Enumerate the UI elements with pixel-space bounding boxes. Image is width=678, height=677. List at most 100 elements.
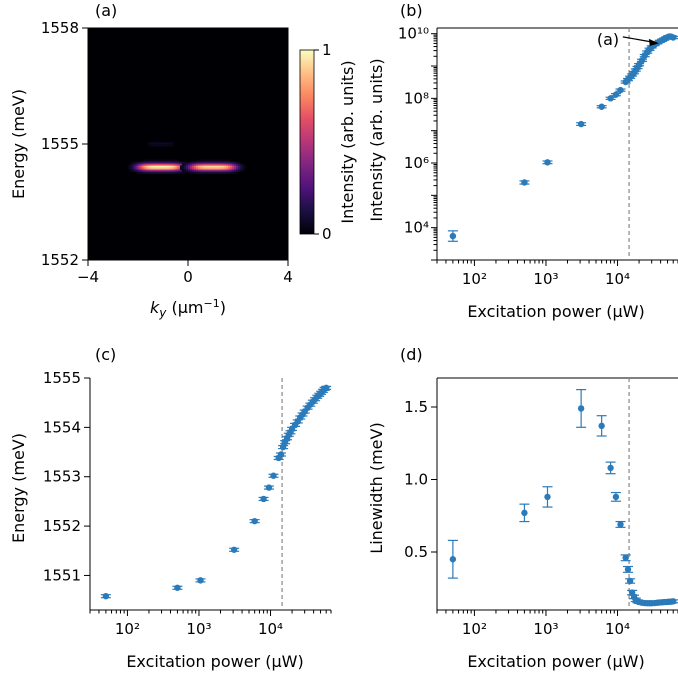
y-tick-label: 10⁶ — [404, 154, 429, 172]
data-point — [610, 91, 621, 98]
marker — [617, 521, 624, 528]
colorbar-tick-label-1: 1 — [322, 41, 332, 59]
marker — [598, 422, 605, 430]
y-tick-label: 1.5 — [404, 398, 428, 416]
marker — [622, 554, 629, 561]
y-tick-label: 1551 — [43, 566, 81, 584]
data-point — [596, 103, 607, 110]
marker — [449, 556, 457, 563]
data-point — [268, 472, 279, 479]
x-tick-label: 10² — [462, 270, 487, 288]
panel-d-xlabel: Excitation power (μW) — [467, 652, 644, 671]
data-point — [258, 495, 269, 503]
y-tick-label: 1552 — [43, 517, 81, 535]
panel-a-ytick-label: 1558 — [41, 19, 79, 37]
panel-d-label: (d) — [400, 345, 423, 364]
y-tick-label: 1555 — [43, 369, 81, 387]
marker — [577, 405, 585, 412]
marker — [521, 179, 528, 186]
panel-b: (b) 10² 10³ 10⁴ 10⁴ 10⁶ 10⁸ 10¹⁰ (a) Excitation… — [367, 1, 678, 321]
heatmap-image — [88, 28, 288, 260]
x-tick-label: 10² — [115, 620, 140, 638]
marker — [102, 592, 110, 600]
data-point — [229, 546, 240, 553]
data-point — [637, 57, 648, 64]
data-point — [519, 179, 530, 186]
heatmap-blob-2 — [147, 142, 174, 147]
marker — [521, 509, 528, 517]
marker — [626, 577, 634, 585]
x-tick-label: 10³ — [186, 620, 211, 638]
data-point — [668, 598, 678, 605]
data-point — [576, 389, 587, 428]
panel-a-ytick-label: 1552 — [41, 251, 79, 269]
data-point — [596, 415, 607, 437]
data-point — [615, 520, 626, 528]
data-point — [576, 120, 587, 128]
panel-a-xtick-label: 4 — [283, 268, 293, 286]
data-point — [447, 539, 458, 579]
data-point — [275, 451, 286, 458]
marker — [670, 34, 677, 41]
data-point — [615, 86, 626, 94]
marker — [607, 464, 614, 472]
data-point — [610, 491, 621, 502]
panel-b-label: (b) — [400, 1, 423, 20]
data-point — [100, 592, 111, 600]
panel-c-ylabel: Energy (meV) — [9, 433, 28, 543]
panel-a-label: (a) — [95, 1, 117, 20]
marker — [577, 120, 585, 128]
marker — [230, 546, 238, 553]
y-tick-label: 10⁴ — [404, 219, 429, 237]
marker — [544, 493, 551, 501]
data-point — [172, 584, 183, 591]
panel-c: (c) 10² 10³ 10⁴ 1551 1552 1553 1554 1555 Excita… — [9, 345, 332, 671]
panel-d-ylabel: Linewidth (meV) — [367, 422, 386, 553]
panel-a: (a) −4 0 4 1552 1555 1558 ky (μm−1) Energy (m… — [9, 1, 357, 320]
x-tick-label: 10⁴ — [605, 270, 630, 288]
marker — [174, 584, 181, 591]
data-point — [542, 159, 553, 166]
panel-b-ylabel: Intensity (arb. units) — [367, 58, 386, 221]
marker — [270, 472, 277, 479]
colorbar — [299, 49, 315, 235]
panel-c-label: (c) — [95, 345, 116, 364]
panel-d: (d) 10² 10³ 10⁴ 0.5 1.0 1.5 Excitation power … — [367, 345, 678, 671]
marker — [323, 384, 330, 392]
heatmap-background — [88, 28, 288, 260]
marker — [251, 517, 258, 525]
marker — [670, 598, 677, 605]
panel-a-ytick-label: 1555 — [41, 135, 79, 153]
data-point — [195, 577, 206, 584]
data-point — [622, 565, 633, 573]
data-point — [263, 484, 274, 491]
y-tick-label: 1553 — [43, 468, 81, 486]
panel-a-xlabel: ky (μm−1) — [150, 297, 226, 320]
data-point — [249, 517, 260, 525]
data-point — [447, 230, 458, 242]
marker — [449, 232, 457, 240]
y-tick-label: 10¹⁰ — [398, 25, 429, 43]
marker — [598, 103, 605, 110]
marker — [638, 57, 646, 64]
marker — [197, 577, 204, 584]
data-point — [668, 34, 678, 41]
panel-a-ylabel: Energy (meV) — [9, 89, 28, 199]
heatmap-blob-1 — [180, 159, 247, 174]
y-tick-label: 1.0 — [404, 471, 428, 489]
panel-b-xlabel: Excitation power (μW) — [467, 302, 644, 321]
data-point — [542, 486, 553, 508]
marker — [612, 493, 620, 501]
data-point — [519, 503, 530, 523]
panel-a-xtick-label: 0 — [183, 268, 193, 286]
marker — [617, 86, 624, 94]
marker — [544, 159, 551, 166]
data-point — [321, 384, 332, 392]
panel-c-xlabel: Excitation power (μW) — [126, 652, 303, 671]
marker — [279, 443, 287, 451]
x-tick-label: 10³ — [533, 270, 558, 288]
panel-a-xtick-label: −4 — [77, 268, 99, 286]
data-point — [625, 577, 636, 585]
marker — [265, 484, 273, 491]
